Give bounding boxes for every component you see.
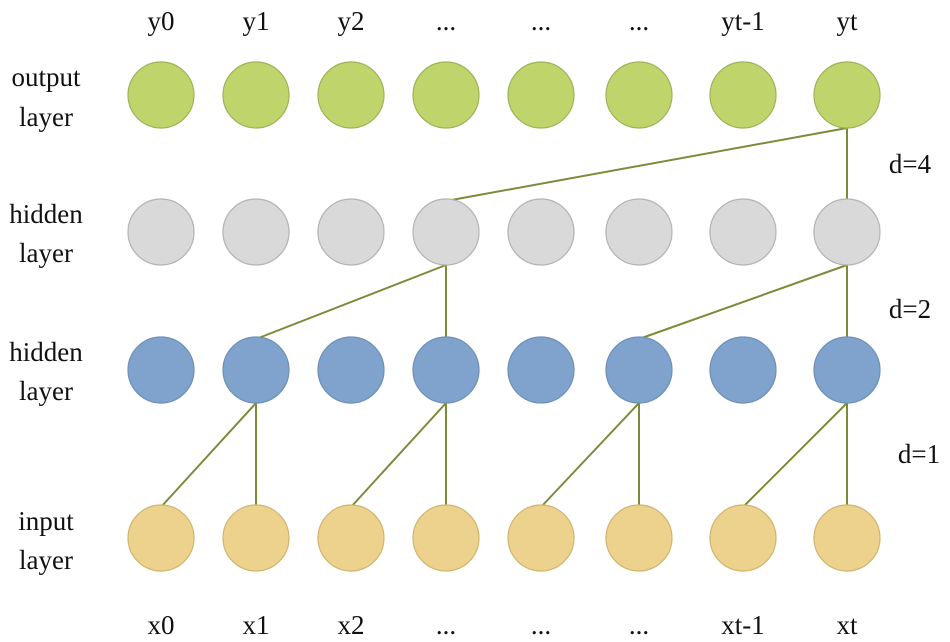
layer-label: layer — [19, 238, 73, 268]
input-label: ... — [436, 610, 456, 640]
connection-line — [350, 402, 447, 508]
hidden-node-blue — [127, 336, 195, 404]
layer-label: hidden — [9, 199, 83, 229]
connection-line — [160, 402, 257, 508]
connection-line — [255, 264, 447, 340]
output-label: yt-1 — [721, 6, 765, 36]
layer-label: layer — [19, 376, 73, 406]
output-node — [605, 61, 673, 129]
node-grid — [127, 61, 881, 572]
hidden-node-gray — [127, 198, 195, 266]
input-node — [127, 504, 195, 572]
hidden-node-gray — [709, 198, 777, 266]
input-node — [507, 504, 575, 572]
input-node — [412, 504, 480, 572]
input-label: ... — [629, 610, 649, 640]
output-node — [127, 61, 195, 129]
input-node — [222, 504, 290, 572]
output-node — [507, 61, 575, 129]
input-node — [709, 504, 777, 572]
hidden-node-blue — [317, 336, 385, 404]
output-label: y0 — [148, 6, 175, 36]
output-label: ... — [629, 6, 649, 36]
output-node — [813, 61, 881, 129]
dilation-label: d=4 — [889, 149, 932, 179]
dilation-labels: d=4 d=2 d=1 — [889, 149, 940, 469]
output-node — [317, 61, 385, 129]
connection-line — [540, 402, 640, 508]
output-node — [412, 61, 480, 129]
output-node — [222, 61, 290, 129]
hidden-node-blue — [813, 336, 881, 404]
output-label: y1 — [243, 6, 270, 36]
dilation-label: d=2 — [889, 294, 931, 324]
input-label: x0 — [148, 610, 175, 640]
hidden-node-gray — [507, 198, 575, 266]
input-node — [605, 504, 673, 572]
layer-label: layer — [19, 102, 73, 132]
hidden-node-blue — [412, 336, 480, 404]
layer-label: hidden — [9, 337, 83, 367]
input-node — [317, 504, 385, 572]
output-label: ... — [531, 6, 551, 36]
output-labels: y0 y1 y2......... yt-1 yt — [148, 6, 858, 36]
hidden-node-blue — [222, 336, 290, 404]
output-label: yt — [836, 6, 858, 36]
hidden-node-gray — [813, 198, 881, 266]
hidden-node-gray — [222, 198, 290, 266]
hidden-node-gray — [317, 198, 385, 266]
hidden-node-blue — [507, 336, 575, 404]
hidden-node-blue — [605, 336, 673, 404]
hidden-node-gray — [605, 198, 673, 266]
input-label: ... — [531, 610, 551, 640]
layer-labels: output layer hidden layer hidden layer input la… — [9, 62, 83, 575]
output-label: ... — [436, 6, 456, 36]
input-label: x2 — [338, 610, 365, 640]
dilation-label: d=1 — [898, 439, 940, 469]
input-label: xt-1 — [721, 610, 765, 640]
connection-line — [445, 127, 848, 202]
input-label: x1 — [243, 610, 270, 640]
hidden-node-blue — [709, 336, 777, 404]
input-label: xt — [836, 610, 858, 640]
connection-line — [742, 402, 848, 508]
input-labels: x0 x1 x2......... xt-1 xt — [148, 610, 858, 640]
hidden-node-gray — [412, 198, 480, 266]
input-node — [813, 504, 881, 572]
connection-line — [638, 264, 848, 340]
connection-lines — [160, 127, 848, 508]
layer-label: input — [18, 506, 74, 536]
output-label: y2 — [338, 6, 365, 36]
layer-label: layer — [19, 545, 73, 575]
output-node — [709, 61, 777, 129]
layer-label: output — [11, 62, 81, 92]
